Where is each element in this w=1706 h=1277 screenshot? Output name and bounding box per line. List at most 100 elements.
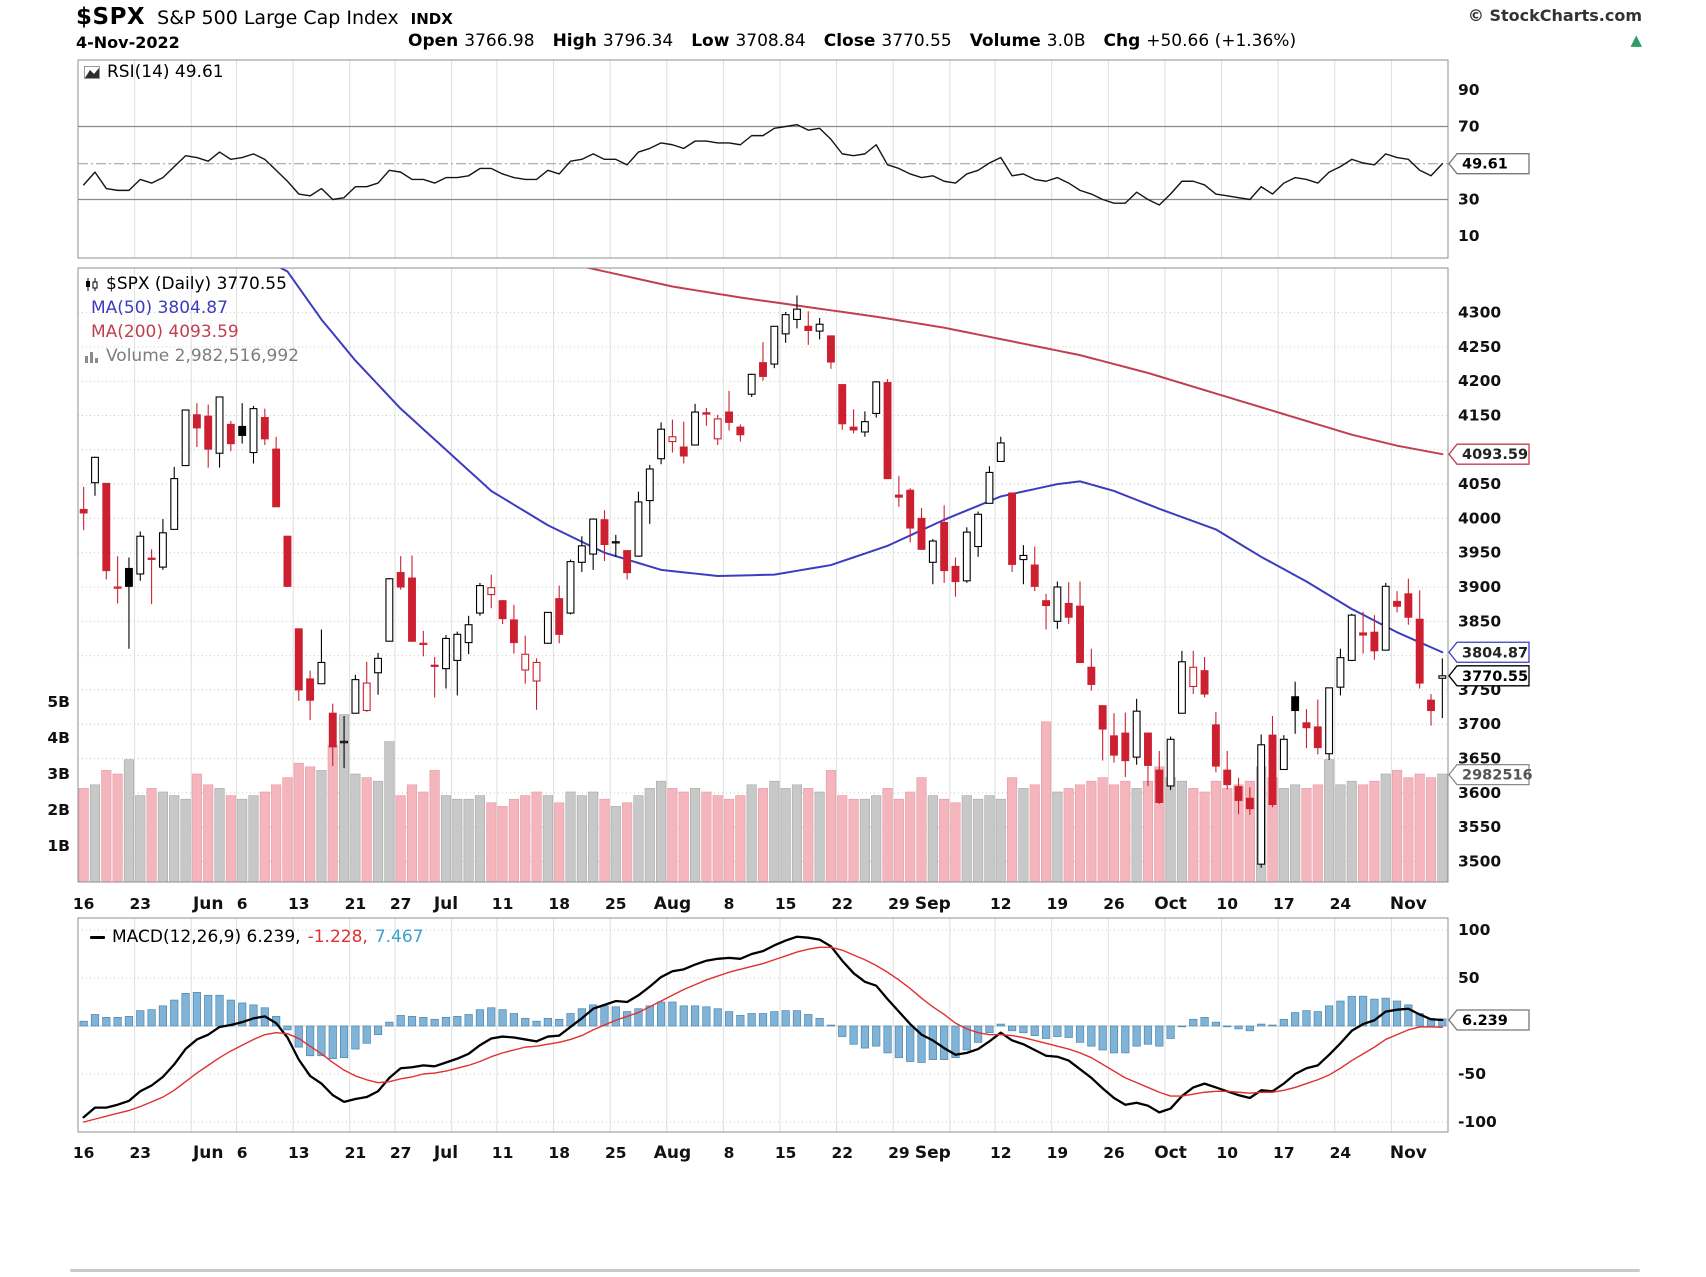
svg-text:Nov: Nov: [1390, 894, 1427, 914]
svg-text:Aug: Aug: [654, 1143, 691, 1163]
chart-header: $SPX S&P 500 Large Cap Index INDX: [76, 4, 453, 30]
svg-text:6: 6: [237, 1144, 248, 1162]
quote-close: Close 3770.55: [823, 31, 952, 51]
svg-text:29: 29: [888, 1144, 910, 1162]
macd-legend-label: MACD(12,26,9) 6.239,: [112, 927, 301, 947]
macd-legend: MACD(12,26,9) 6.239, -1.228, 7.467: [90, 927, 423, 947]
area-chart-icon: [84, 65, 100, 79]
axis-callout: 2982516: [1448, 763, 1533, 786]
svg-text:49.61: 49.61: [1462, 157, 1508, 173]
svg-text:3700: 3700: [1458, 715, 1501, 733]
svg-text:11: 11: [492, 1144, 514, 1162]
volume-legend-label: Volume 2,982,516,992: [106, 346, 300, 366]
macd-line-swatch: [90, 935, 105, 939]
svg-text:13: 13: [288, 1144, 310, 1162]
svg-text:8: 8: [724, 1144, 735, 1162]
svg-text:3900: 3900: [1458, 578, 1501, 596]
svg-text:12: 12: [990, 895, 1012, 913]
volume-bars: [78, 714, 1448, 882]
svg-text:18: 18: [548, 895, 570, 913]
svg-text:Oct: Oct: [1154, 1143, 1187, 1163]
change-up-arrow-icon: ▲: [1630, 31, 1642, 49]
svg-text:16: 16: [73, 895, 95, 913]
svg-text:70: 70: [1458, 118, 1480, 136]
svg-text:19: 19: [1047, 895, 1069, 913]
svg-text:26: 26: [1103, 1144, 1125, 1162]
svg-text:10: 10: [1216, 1144, 1238, 1162]
volume-legend-row: Volume 2,982,516,992: [84, 346, 299, 366]
svg-text:13: 13: [288, 895, 310, 913]
svg-text:8: 8: [724, 895, 735, 913]
macd-hist-value: 7.467: [374, 927, 424, 947]
svg-text:4150: 4150: [1458, 406, 1501, 424]
panel-border: [77, 59, 1449, 259]
svg-text:25: 25: [605, 895, 627, 913]
svg-text:27: 27: [390, 1144, 412, 1162]
rsi-line: [82, 123, 1444, 206]
index-name: S&P 500 Large Cap Index: [157, 7, 399, 29]
svg-text:19: 19: [1047, 1144, 1069, 1162]
panel-border: [77, 917, 1449, 1133]
axis-callout: 3804.87: [1448, 641, 1530, 663]
candlestick-icon: [84, 277, 99, 292]
svg-text:1B: 1B: [47, 837, 70, 855]
svg-text:15: 15: [775, 895, 797, 913]
svg-text:4050: 4050: [1458, 475, 1501, 493]
exchange-label: INDX: [410, 10, 453, 28]
svg-text:23: 23: [129, 895, 151, 913]
quote-date: 4-Nov-2022: [76, 33, 180, 52]
axis-callout: 3770.55: [1448, 665, 1530, 687]
svg-text:3650: 3650: [1458, 750, 1501, 768]
macd-signal-value: -1.228,: [307, 927, 368, 947]
svg-text:26: 26: [1103, 895, 1125, 913]
macd-line: [82, 935, 1444, 1119]
svg-text:100: 100: [1458, 921, 1491, 939]
svg-text:17: 17: [1273, 1144, 1295, 1162]
svg-text:4250: 4250: [1458, 338, 1501, 356]
price-legend-row: $SPX (Daily) 3770.55: [84, 274, 299, 294]
svg-text:3804.87: 3804.87: [1462, 645, 1528, 661]
svg-text:24: 24: [1330, 1144, 1352, 1162]
svg-text:3770.55: 3770.55: [1462, 669, 1528, 685]
ma50-legend-label: MA(50) 3804.87: [91, 298, 228, 318]
panel-border: [77, 267, 1449, 883]
candlesticks: [79, 295, 1447, 868]
ma50-legend-row: MA(50) 3804.87: [84, 298, 299, 318]
quote-change: Chg +50.66 (+1.36%): [1103, 31, 1297, 51]
quote-low: Low 3708.84: [691, 31, 806, 51]
svg-text:2982516: 2982516: [1462, 768, 1533, 784]
stockcharts-credit-link[interactable]: © StockCharts.com: [1467, 6, 1642, 25]
axis-labels: 9070301035003550360036503700375038003850…: [47, 81, 1501, 1163]
ma50-line: [278, 268, 1444, 654]
svg-text:24: 24: [1330, 895, 1352, 913]
macd-signal-line: [82, 946, 1444, 1123]
svg-text:22: 22: [831, 895, 853, 913]
ma200-line: [584, 268, 1444, 456]
svg-text:16: 16: [73, 1144, 95, 1162]
grid-lines: [78, 60, 1448, 1132]
svg-text:30: 30: [1458, 191, 1480, 209]
svg-text:3550: 3550: [1458, 818, 1501, 836]
rsi-legend: RSI(14) 49.61: [84, 62, 224, 82]
svg-text:11: 11: [492, 895, 514, 913]
svg-text:5B: 5B: [47, 693, 70, 711]
svg-text:Jul: Jul: [433, 894, 458, 914]
svg-text:3600: 3600: [1458, 784, 1501, 802]
svg-text:4200: 4200: [1458, 372, 1501, 390]
svg-text:25: 25: [605, 1144, 627, 1162]
svg-text:2B: 2B: [47, 801, 70, 819]
axis-callout: 49.61: [1448, 153, 1530, 175]
ma200-legend-label: MA(200) 4093.59: [91, 322, 239, 342]
svg-text:90: 90: [1458, 81, 1480, 99]
svg-text:Aug: Aug: [654, 894, 691, 914]
svg-text:3950: 3950: [1458, 544, 1501, 562]
svg-text:6.239: 6.239: [1462, 1013, 1508, 1029]
svg-text:29: 29: [888, 895, 910, 913]
axis-callout: 6.239: [1448, 1009, 1530, 1031]
svg-text:4000: 4000: [1458, 509, 1501, 527]
price-legend-label: $SPX (Daily) 3770.55: [106, 274, 287, 294]
svg-text:Sep: Sep: [915, 894, 951, 914]
horizontal-scrollbar[interactable]: [70, 1269, 1640, 1272]
ma200-legend-row: MA(200) 4093.59: [84, 322, 299, 342]
